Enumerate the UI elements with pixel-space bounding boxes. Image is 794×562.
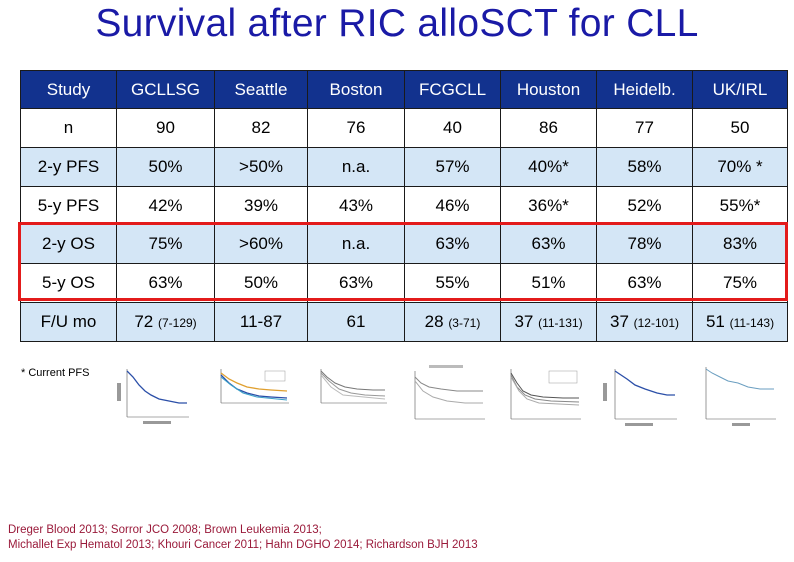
table-cell: 36%* [500,185,597,226]
fu-main: 37 [609,312,629,332]
row-label: 2-y PFS [20,146,117,187]
table-row: 5-y PFS 42% 39% 43% 46% 36%* 52% 55%* [20,185,788,226]
row-label: 5-y OS [20,263,117,304]
fu-range: (12-101) [633,316,679,331]
table-cell: 83% [692,224,788,265]
table-cell: 28 (3-71) [404,302,501,342]
table-header-row: Study GCLLSG Seattle Boston FCGCLL Houst… [20,70,788,109]
table-cell: 51% [500,263,597,304]
table-cell: 86 [500,108,597,148]
table-cell: 46% [404,185,501,226]
row-label: 2-y OS [20,224,117,265]
fu-main: 61 [346,312,366,332]
fu-main: 51 [705,312,725,332]
survival-curve-thumbnail-heidelb [599,363,679,429]
table-row: 5-y OS 63% 50% 63% 55% 51% 63% 75% [20,263,788,304]
header-cell-ukirl: UK/IRL [692,70,788,109]
table-cell: 52% [596,185,693,226]
survival-curve-thumbnail-gcllsg [113,363,193,429]
table-cell: 63% [404,224,501,265]
table-cell: 50 [692,108,788,148]
header-cell-seattle: Seattle [214,70,308,109]
table-cell: 63% [596,263,693,304]
table-cell: 39% [214,185,308,226]
table-cell: 75% [692,263,788,304]
table-cell: 70% * [692,146,788,187]
table-cell: 11-87 [214,302,308,342]
fu-main: 72 [134,312,154,332]
table-cell: 61 [307,302,405,342]
table-cell: 63% [116,263,215,304]
fu-main: 37 [514,312,534,332]
table-cell: >60% [214,224,308,265]
current-pfs-footnote: * Current PFS [21,367,90,379]
table-cell: 50% [116,146,215,187]
fu-range: (11-131) [538,316,583,331]
slide-title: Survival after RIC alloSCT for CLL [95,2,699,45]
table-cell: 40 [404,108,501,148]
survival-curve-thumbnail-ukirl [698,363,778,429]
table-row: n 90 82 76 40 86 77 50 [20,108,788,148]
table-cell: 63% [307,263,405,304]
table-cell: 82 [214,108,308,148]
reference-line: Michallet Exp Hematol 2013; Khouri Cance… [8,539,478,551]
table-cell: 42% [116,185,215,226]
table-cell: n.a. [307,224,405,265]
header-cell-heidelb: Heidelb. [596,70,693,109]
table-row: 2-y PFS 50% >50% n.a. 57% 40%* 58% 70% * [20,146,788,187]
table-cell: 37 (11-131) [500,302,597,342]
header-cell-houston: Houston [500,70,597,109]
table-row-followup: F/U mo 72 (7-129) 11-87 61 28 (3-71) 37 … [20,302,788,342]
table-cell: 43% [307,185,405,226]
table-cell: 76 [307,108,405,148]
table-cell: 55% [404,263,501,304]
table-cell: 40%* [500,146,597,187]
fu-main: 28 [424,312,444,332]
table-cell: 63% [500,224,597,265]
fu-main: 11-87 [239,312,283,332]
table-cell: 55%* [692,185,788,226]
row-label: F/U mo [20,302,117,342]
header-cell-study: Study [20,70,117,109]
table-cell: 37 (12-101) [596,302,693,342]
survival-curve-thumbnail-boston [313,363,393,429]
table-cell: 90 [116,108,215,148]
survival-curve-thumbnail-fcgcll [407,363,487,429]
header-cell-fcgcll: FCGCLL [404,70,501,109]
survival-curve-thumbnail-seattle [213,363,293,429]
table-cell: 72 (7-129) [116,302,215,342]
table-cell: 57% [404,146,501,187]
survival-table: Study GCLLSG Seattle Boston FCGCLL Houst… [20,70,788,342]
table-cell: n.a. [307,146,405,187]
header-cell-gcllsg: GCLLSG [116,70,215,109]
table-cell: 51 (11-143) [692,302,788,342]
header-cell-boston: Boston [307,70,405,109]
row-label: 5-y PFS [20,185,117,226]
reference-line: Dreger Blood 2013; Sorror JCO 2008; Brow… [8,524,322,536]
fu-range: (3-71) [448,316,481,331]
references: Dreger Blood 2013; Sorror JCO 2008; Brow… [8,523,478,553]
table-cell: 50% [214,263,308,304]
table-cell: 78% [596,224,693,265]
table-cell: 75% [116,224,215,265]
row-label: n [20,108,117,148]
survival-curve-thumbnail-houston [503,363,583,429]
fu-range: (7-129) [157,316,197,331]
table-row: 2-y OS 75% >60% n.a. 63% 63% 78% 83% [20,224,788,265]
table-cell: 77 [596,108,693,148]
table-cell: 58% [596,146,693,187]
fu-range: (11-143) [729,316,775,331]
table-cell: >50% [214,146,308,187]
